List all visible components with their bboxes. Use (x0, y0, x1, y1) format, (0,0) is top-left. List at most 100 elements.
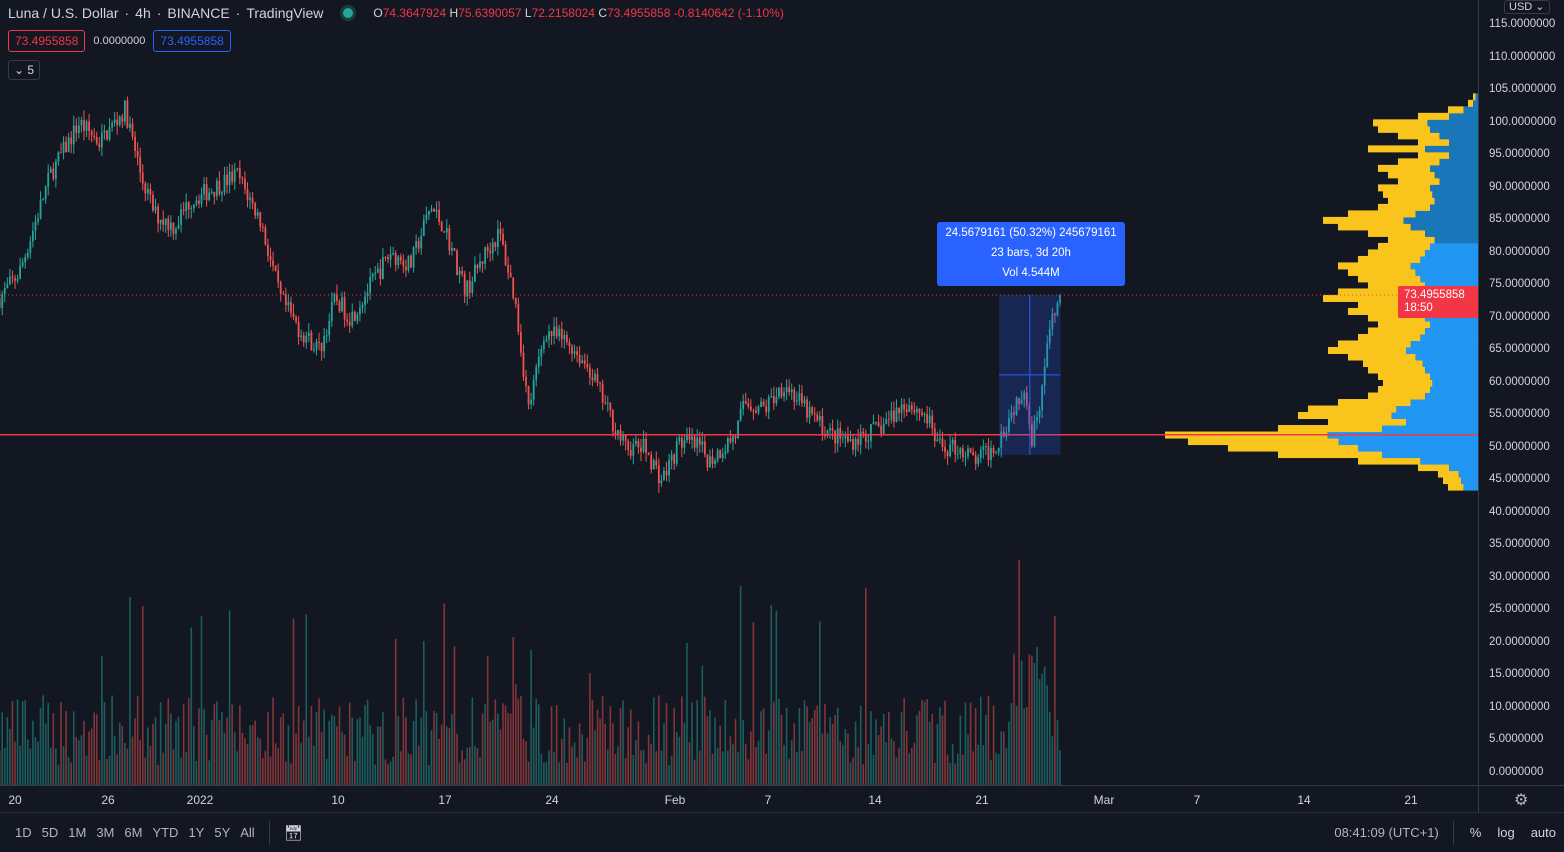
range-1y[interactable]: 1Y (188, 825, 205, 840)
candle-body (716, 450, 719, 461)
candle-body (637, 440, 640, 448)
candle-body (532, 379, 535, 400)
symbol-name[interactable]: Luna / U.S. Dollar (8, 5, 119, 21)
candle-body (923, 414, 926, 416)
volume-bar (343, 734, 346, 785)
candle-body (249, 197, 251, 200)
interval[interactable]: 4h (135, 5, 151, 21)
volume-profile-up-bar (1406, 418, 1478, 426)
volume-bar (765, 753, 767, 785)
price-axis[interactable]: 0.0000000 5.0000000 10.0000000 15.0000000 20… (1478, 0, 1564, 785)
candle-body (185, 202, 188, 212)
volume-bar (479, 757, 481, 785)
volume-bar (665, 703, 668, 785)
bid-value[interactable]: 73.4955858 (8, 30, 86, 52)
percent-toggle[interactable]: % (1469, 825, 1482, 840)
volume-profile-up-bar (1439, 132, 1478, 140)
volume-bar (328, 720, 331, 785)
range-1d[interactable]: 1D (15, 825, 32, 840)
volume-bar (272, 697, 274, 785)
candle-body (348, 321, 351, 326)
indicators-toggle[interactable]: ⌄ 5 (8, 60, 41, 80)
volume-bar (606, 749, 609, 785)
volume-bar (292, 618, 295, 785)
volume-bar (586, 738, 589, 785)
volume-bar (159, 702, 162, 785)
volume-bar (315, 712, 318, 785)
volume-bar (438, 738, 440, 785)
volume-bar (614, 753, 617, 785)
range-6m[interactable]: 6M (124, 825, 143, 840)
clock[interactable]: 08:41:09 (UTC+1) (1334, 825, 1439, 840)
volume-bar (124, 742, 126, 785)
candle-body (752, 410, 755, 412)
candle-body (951, 439, 954, 445)
range-ytd[interactable]: YTD (152, 825, 179, 840)
candle-body (657, 465, 660, 484)
volume-profile-down-bar (1378, 373, 1430, 381)
time-axis[interactable]: ⚙ 20 26 2022 10 17 24 Feb 7 14 21 Mar 7 14 21 (0, 785, 1564, 813)
candle-body (872, 422, 875, 425)
candle-body (573, 351, 576, 354)
volume-bar (1043, 666, 1046, 785)
price-tick: 75.0000000 (1489, 278, 1550, 290)
candle-body (238, 168, 241, 179)
range-1m[interactable]: 1M (68, 825, 87, 840)
price-tick: 55.0000000 (1489, 408, 1550, 420)
candle-body (44, 186, 47, 200)
candle-body (1000, 431, 1003, 448)
volume-bar (946, 754, 949, 785)
candle-body (512, 277, 515, 298)
candle-body (900, 404, 903, 413)
ask-value[interactable]: 73.4955858 (153, 30, 231, 52)
volume-profile-down-bar (1378, 125, 1430, 133)
bar-countdown: 18:50 (1404, 302, 1433, 314)
o-label: O (373, 6, 383, 20)
volume-profile-down-bar (1358, 333, 1421, 341)
volume-profile-down-bar (1438, 470, 1459, 478)
exchange: BINANCE (167, 5, 230, 21)
volume-profile-up-bar (1415, 353, 1478, 361)
volume-profile-down-bar (1358, 275, 1421, 283)
candle-body (19, 266, 22, 279)
candle-body (106, 130, 108, 140)
price-tick: 80.0000000 (1489, 245, 1550, 258)
range-5d[interactable]: 5D (41, 825, 59, 840)
candle-body (394, 252, 397, 265)
candle-body (72, 125, 75, 145)
open-value: 74.3647924 (382, 6, 447, 20)
volume-bar (244, 738, 246, 785)
range-5y[interactable]: 5Y (214, 825, 231, 840)
candle-body (356, 314, 359, 321)
volume-bar (637, 721, 640, 785)
volume-profile-up-bar (1391, 412, 1478, 420)
volume-bar (451, 714, 453, 785)
log-toggle[interactable]: log (1497, 825, 1515, 840)
goto-date-icon[interactable]: 📅︎ (283, 824, 303, 842)
volume-bar (808, 722, 811, 785)
auto-toggle[interactable]: auto (1530, 825, 1556, 840)
volume-bar (486, 656, 489, 785)
volume-bar (371, 734, 374, 785)
settings-icon[interactable]: ⚙ (1514, 792, 1529, 809)
volume-bar (836, 707, 839, 785)
candle-body (453, 248, 456, 251)
volume-bar (177, 716, 180, 785)
range-all[interactable]: All (240, 825, 255, 840)
volume-bar (532, 727, 535, 785)
currency-select[interactable]: USD ⌄ (1504, 0, 1550, 14)
candle-body (908, 405, 911, 412)
candle-body (905, 409, 908, 412)
candle-body (169, 222, 172, 230)
volume-bar (491, 719, 494, 785)
candle-body (313, 349, 315, 351)
candle-body (816, 414, 819, 421)
candle-body (1051, 313, 1054, 330)
candle-body (780, 387, 783, 397)
volume-bar (182, 704, 185, 785)
volume-bar (494, 699, 497, 785)
volume-bar (696, 700, 698, 785)
volume-bar (392, 756, 394, 785)
range-3m[interactable]: 3M (96, 825, 115, 840)
price-chart[interactable] (0, 0, 1478, 785)
